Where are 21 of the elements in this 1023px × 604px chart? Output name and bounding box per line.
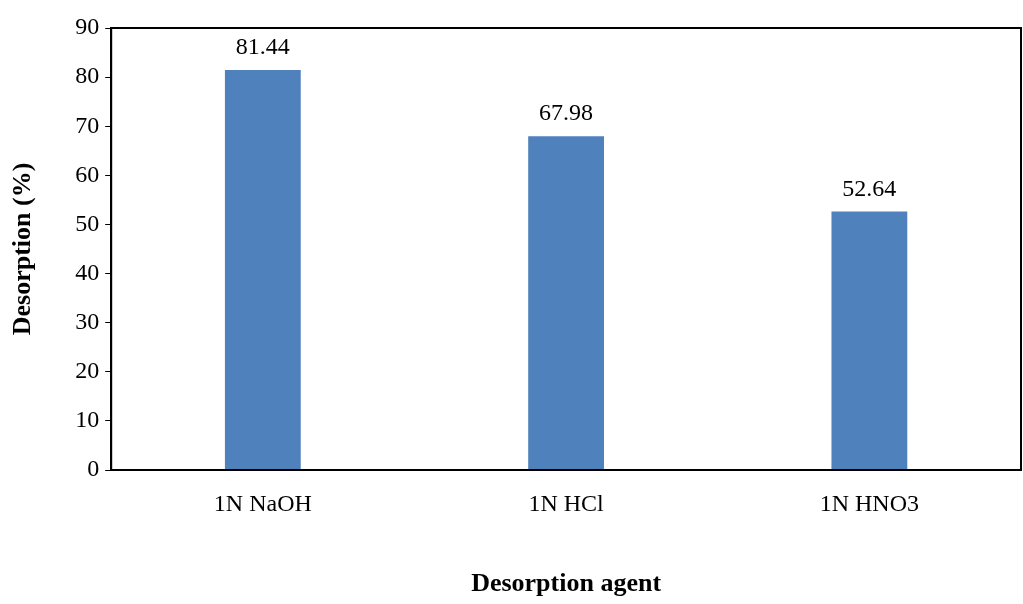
bar [224, 70, 301, 470]
y-tick-label: 50 [75, 209, 100, 236]
bar [831, 211, 908, 470]
y-tick-label: 40 [75, 258, 100, 285]
y-axis-title: Desorption (%) [7, 162, 37, 336]
data-label: 52.64 [842, 174, 897, 201]
y-tick-label: 30 [75, 307, 100, 334]
y-tick-label: 70 [75, 111, 100, 138]
y-tick-label: 20 [75, 357, 100, 384]
data-label: 67.98 [539, 99, 594, 126]
data-label: 81.44 [235, 33, 290, 60]
bar [528, 136, 605, 470]
x-tick-label: 1N HCl [528, 489, 605, 516]
y-tick-label: 90 [75, 13, 100, 40]
x-tick-label: 1N HNO3 [819, 489, 920, 516]
y-tick-label: 10 [75, 406, 100, 433]
y-tick-label: 0 [87, 455, 100, 482]
y-tick-label: 80 [75, 62, 100, 89]
y-tick-label: 60 [75, 160, 100, 187]
x-tick-label: 1N NaOH [213, 489, 312, 516]
x-axis-title: Desorption agent [471, 568, 662, 598]
